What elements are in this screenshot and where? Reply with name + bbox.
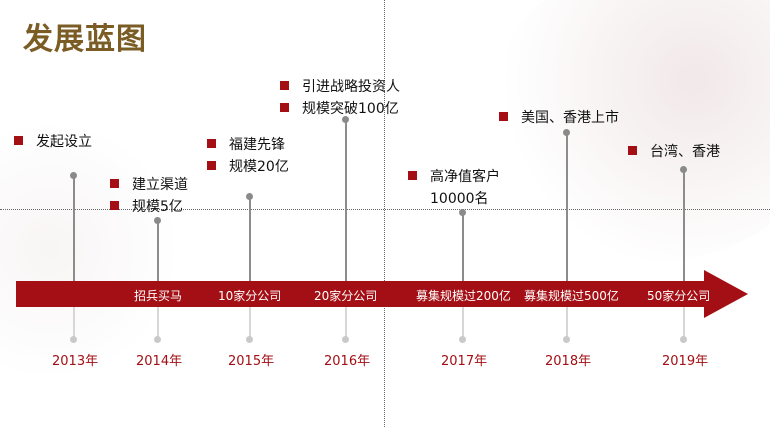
milestone-label: 20家分公司 [314, 289, 378, 303]
milestone-label: 10家分公司 [218, 289, 282, 303]
milestone-stem-low-2013 [73, 307, 75, 339]
bullet-icon [207, 161, 216, 170]
note-text: 福建先锋 [229, 137, 285, 153]
note-text: 台湾、香港 [650, 144, 720, 160]
milestone-stem-low-2015 [249, 307, 251, 339]
milestone-dot-low-2014 [154, 336, 161, 343]
milestone-dot-low-2016 [342, 336, 349, 343]
milestone-stem-2013 [73, 176, 75, 282]
bullet-icon [499, 112, 508, 121]
milestone-stem-low-2016 [345, 307, 347, 339]
background-decoration [0, 120, 180, 380]
note-text: 规模5亿 [132, 199, 183, 215]
note-text: 发起设立 [36, 134, 92, 150]
milestone-dot-2015 [246, 193, 253, 200]
bullet-icon [207, 139, 216, 148]
milestone-dot-2013 [70, 172, 77, 179]
note-text: 10000名 [430, 191, 489, 207]
milestone-year: 2018年 [545, 354, 592, 369]
bullet-icon [280, 81, 289, 90]
bullet-icon [14, 136, 23, 145]
guide-line-horizontal [0, 209, 770, 210]
bullet-icon [628, 146, 637, 155]
milestone-dot-low-2015 [246, 336, 253, 343]
note-text: 引进战略投资人 [302, 79, 400, 95]
milestone-stem-low-2014 [157, 307, 159, 339]
bullet-icon [110, 201, 119, 210]
milestone-stem-2019 [683, 170, 685, 282]
note-text: 建立渠道 [132, 177, 188, 193]
milestone-stem-2018 [566, 133, 568, 282]
milestone-note-2017: 高净值客户 10000名 [408, 166, 500, 210]
milestone-stem-low-2019 [683, 307, 685, 339]
milestone-dot-2018 [563, 129, 570, 136]
milestone-year: 2013年 [52, 354, 99, 369]
note-text: 规模突破100亿 [302, 101, 399, 117]
bullet-icon [280, 103, 289, 112]
timeline-arrow [16, 281, 706, 307]
bullet-icon [408, 171, 417, 180]
milestone-note-2013: 发起设立 [14, 131, 92, 153]
milestone-dot-2017 [459, 209, 466, 216]
milestone-note-2016: 引进战略投资人 规模突破100亿 [280, 76, 400, 120]
milestone-stem-2014 [157, 221, 159, 282]
milestone-year: 2016年 [324, 354, 371, 369]
milestone-dot-2019 [680, 166, 687, 173]
milestone-stem-low-2018 [566, 307, 568, 339]
timeline-arrowhead [704, 270, 748, 318]
milestone-note-2019: 台湾、香港 [628, 141, 720, 163]
milestone-stem-2017 [462, 213, 464, 282]
milestone-year: 2015年 [228, 354, 275, 369]
milestone-dot-low-2018 [563, 336, 570, 343]
milestone-dot-low-2013 [70, 336, 77, 343]
milestone-note-2015: 福建先锋 规模20亿 [207, 134, 289, 178]
background-decoration [490, 0, 770, 260]
milestone-label: 50家分公司 [647, 289, 711, 303]
milestone-dot-low-2019 [680, 336, 687, 343]
milestone-note-2014: 建立渠道 规模5亿 [110, 174, 188, 218]
note-text: 美国、香港上市 [521, 110, 619, 126]
note-text: 高净值客户 [430, 169, 500, 185]
milestone-stem-low-2017 [462, 307, 464, 339]
milestone-dot-low-2017 [459, 336, 466, 343]
milestone-label: 募集规模过200亿 [416, 289, 511, 303]
milestone-year: 2017年 [441, 354, 488, 369]
milestone-stem-2016 [345, 120, 347, 282]
milestone-year: 2014年 [136, 354, 183, 369]
milestone-dot-2016 [342, 116, 349, 123]
bullet-icon [110, 179, 119, 188]
milestone-year: 2019年 [662, 354, 709, 369]
milestone-dot-2014 [154, 217, 161, 224]
milestone-note-2018: 美国、香港上市 [499, 107, 619, 129]
milestone-label: 招兵买马 [134, 289, 183, 303]
note-text: 规模20亿 [229, 159, 289, 175]
milestone-stem-2015 [249, 197, 251, 282]
milestone-label: 募集规模过500亿 [524, 289, 619, 303]
page-title: 发展蓝图 [23, 22, 147, 57]
guide-line-vertical [384, 0, 385, 427]
